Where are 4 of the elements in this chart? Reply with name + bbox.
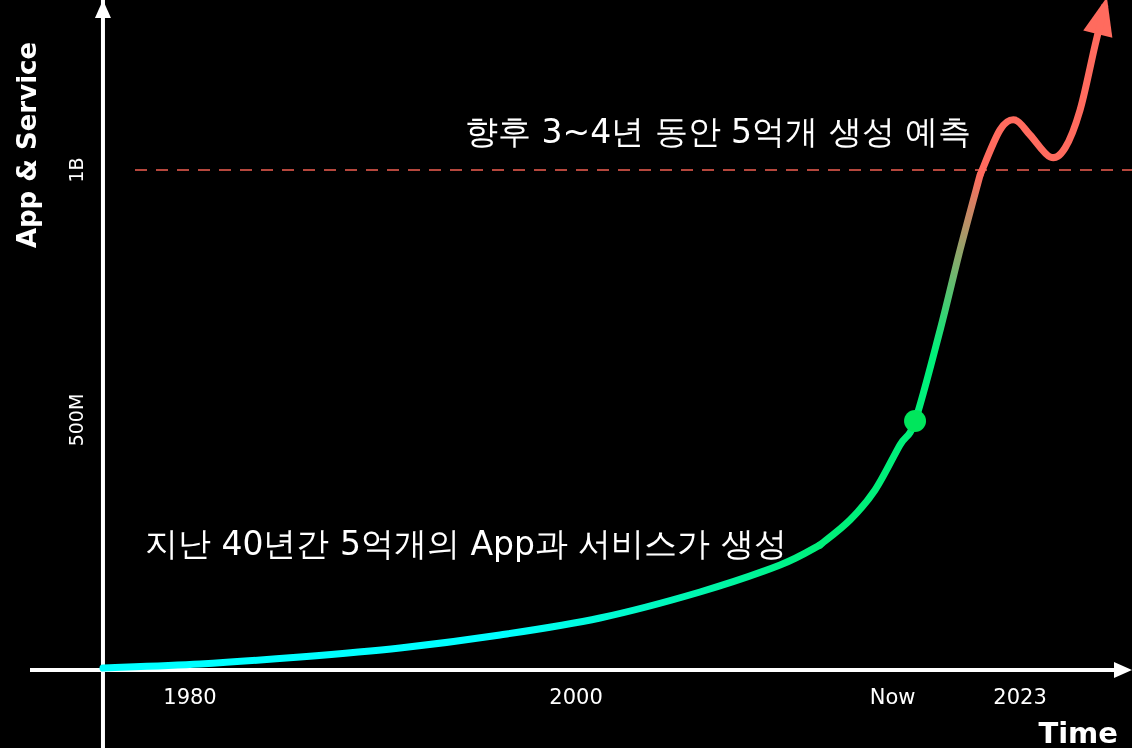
annotation: 향후 3~4년 동안 5억개 생성 예측 <box>465 112 972 151</box>
annotation: 지난 40년간 5억개의 App과 서비스가 생성 <box>145 524 787 563</box>
x-axis-title: Time <box>1038 716 1118 748</box>
y-axis-title: App & Service <box>12 41 42 249</box>
